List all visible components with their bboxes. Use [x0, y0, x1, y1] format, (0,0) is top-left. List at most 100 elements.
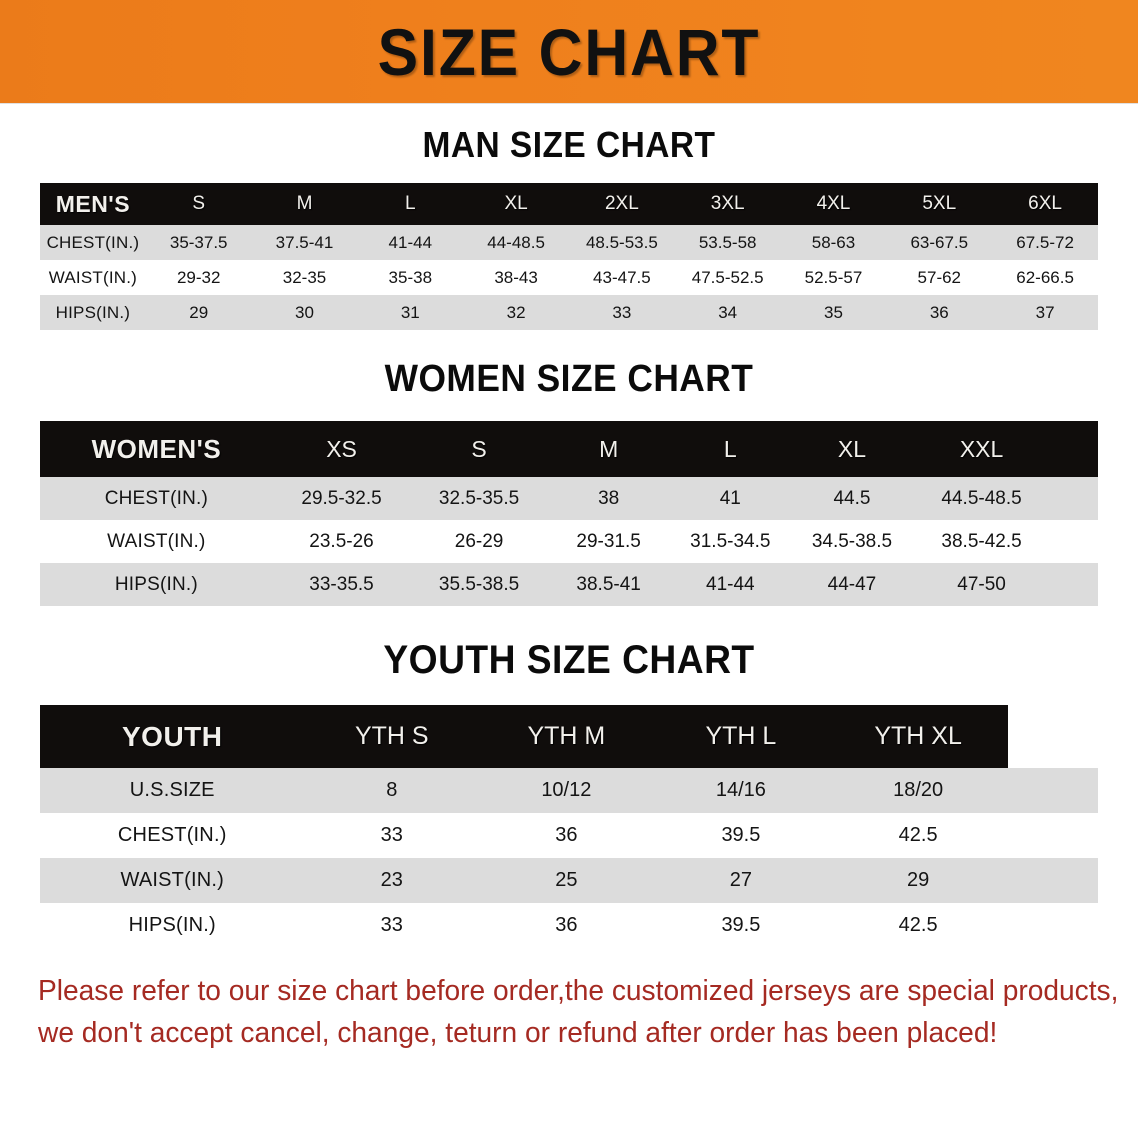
- youth-waist-xl: 29: [906, 869, 930, 891]
- man-chest-s: 35-37.5: [169, 232, 228, 252]
- women-size-header-s: S: [471, 435, 487, 462]
- youth-size-header-s: YTH S: [354, 722, 429, 750]
- youth-row-spacer: [1008, 903, 1098, 948]
- man-hips-2xl: 33: [612, 302, 632, 322]
- man-header-row: MEN'S S M L XL 2XL 3XL 4XL 5XL 6XL: [40, 183, 1098, 225]
- women-size-header-xs: XS: [326, 435, 357, 462]
- youth-size-header-m: YTH M: [527, 722, 606, 750]
- page-title: SIZE CHART: [377, 14, 761, 89]
- man-waist-xl: 38-43: [494, 267, 538, 287]
- youth-row-label-waist: WAIST(IN.): [120, 869, 224, 891]
- youth-row-spacer: [1008, 813, 1098, 858]
- man-chest-l: 41-44: [388, 232, 433, 252]
- women-row-label-hips: HIPS(IN.): [114, 573, 198, 595]
- women-waist-xxl: 38.5-42.5: [941, 530, 1022, 552]
- man-table-body: CHEST(IN.) 35-37.5 37.5-41 41-44 44-48.5…: [40, 225, 1098, 330]
- women-size-header-xl: XL: [837, 435, 867, 462]
- women-waist-m: 29-31.5: [576, 530, 641, 552]
- women-waist-s: 26-29: [454, 530, 504, 552]
- youth-size-header-xl: YTH XL: [874, 722, 962, 750]
- women-chest-xxl: 44.5-48.5: [941, 487, 1022, 509]
- man-chest-5xl: 63-67.5: [910, 232, 969, 252]
- man-hips-6xl: 37: [1035, 302, 1055, 322]
- women-table-body: CHEST(IN.) 29.5-32.5 32.5-35.5 38 41 44.…: [40, 477, 1098, 606]
- man-hips-4xl: 35: [824, 302, 843, 322]
- youth-waist-m: 25: [555, 869, 578, 891]
- youth-table-head: YOUTH YTH S YTH M YTH L YTH XL: [40, 705, 1098, 768]
- youth-row-label-hips: HIPS(IN.): [128, 914, 216, 936]
- women-hips-xl: 44-47: [827, 573, 877, 595]
- youth-ussize-xl: 18/20: [893, 779, 944, 801]
- women-header-spacer: [1050, 421, 1098, 477]
- women-chest-l: 41: [719, 487, 741, 509]
- women-size-header-l: L: [723, 435, 737, 462]
- youth-waist-l: 27: [729, 869, 753, 891]
- women-chest-xs: 29.5-32.5: [301, 487, 382, 509]
- table-row: HIPS(IN.) 33-35.5 35.5-38.5 38.5-41 41-4…: [40, 563, 1098, 606]
- man-size-header-s: S: [192, 193, 206, 214]
- man-size-header-l: L: [405, 193, 416, 214]
- man-waist-2xl: 43-47.5: [593, 267, 651, 287]
- women-hips-xxl: 47-50: [957, 573, 1006, 595]
- table-row: CHEST(IN.) 35-37.5 37.5-41 41-44 44-48.5…: [40, 225, 1098, 260]
- man-waist-5xl: 57-62: [917, 267, 962, 287]
- man-size-header-xl: XL: [504, 193, 528, 214]
- youth-chest-xl: 42.5: [898, 824, 938, 846]
- youth-table-wrapper: YOUTH YTH S YTH M YTH L YTH XL U.S.SIZE …: [40, 705, 1098, 948]
- youth-header-spacer: [1008, 705, 1098, 768]
- youth-chest-l: 39.5: [721, 824, 761, 846]
- youth-corner-label: YOUTH: [122, 720, 223, 752]
- man-chest-3xl: 53.5-58: [698, 232, 757, 252]
- women-header-row: WOMEN'S XS S M L XL XXL: [40, 421, 1098, 477]
- man-chest-m: 37.5-41: [275, 232, 334, 252]
- women-hips-s: 35.5-38.5: [438, 573, 520, 595]
- youth-hips-s: 33: [380, 914, 403, 936]
- women-chest-m: 38: [598, 487, 620, 509]
- women-chest-xl: 44.5: [833, 487, 871, 509]
- youth-header-row: YOUTH YTH S YTH M YTH L YTH XL: [40, 705, 1098, 768]
- man-waist-s: 29-32: [176, 267, 221, 287]
- youth-waist-s: 23: [380, 869, 403, 891]
- women-row-label-chest: CHEST(IN.): [104, 487, 209, 509]
- man-chest-xl: 44-48.5: [487, 232, 545, 252]
- table-row: CHEST(IN.) 29.5-32.5 32.5-35.5 38 41 44.…: [40, 477, 1098, 520]
- youth-table-body: U.S.SIZE 8 10/12 14/16 18/20 CHEST(IN.) …: [40, 768, 1098, 948]
- youth-row-label-ussize: U.S.SIZE: [129, 779, 215, 801]
- man-waist-l: 35-38: [388, 267, 433, 287]
- man-hips-3xl: 34: [718, 302, 738, 322]
- youth-ussize-l: 14/16: [715, 779, 766, 801]
- man-waist-6xl: 62-66.5: [1016, 267, 1074, 287]
- man-hips-m: 30: [295, 302, 314, 322]
- youth-chest-m: 36: [555, 824, 578, 846]
- man-waist-4xl: 52.5-57: [804, 267, 863, 287]
- youth-hips-xl: 42.5: [898, 914, 938, 936]
- disclaimer-text: Please refer to our size chart before or…: [38, 970, 1118, 1054]
- man-waist-m: 32-35: [282, 267, 327, 287]
- table-row: WAIST(IN.) 23 25 27 29: [40, 858, 1098, 903]
- youth-size-table: YOUTH YTH S YTH M YTH L YTH XL U.S.SIZE …: [40, 705, 1098, 948]
- man-table-wrapper: MEN'S S M L XL 2XL 3XL 4XL 5XL 6XL CHEST…: [40, 183, 1098, 330]
- man-hips-l: 31: [400, 302, 420, 322]
- youth-hips-l: 39.5: [721, 914, 761, 936]
- women-row-spacer: [1050, 477, 1098, 520]
- man-hips-5xl: 36: [929, 302, 949, 322]
- women-waist-xs: 23.5-26: [309, 530, 374, 552]
- youth-ussize-s: 8: [386, 779, 398, 801]
- women-hips-l: 41-44: [706, 573, 755, 595]
- table-row: CHEST(IN.) 33 36 39.5 42.5: [40, 813, 1098, 858]
- youth-hips-m: 36: [555, 914, 578, 936]
- table-row: WAIST(IN.) 29-32 32-35 35-38 38-43 43-47…: [40, 260, 1098, 295]
- man-corner-label: MEN'S: [55, 190, 131, 217]
- man-table-head: MEN'S S M L XL 2XL 3XL 4XL 5XL 6XL: [40, 183, 1098, 225]
- women-table-head: WOMEN'S XS S M L XL XXL: [40, 421, 1098, 477]
- youth-section-title: YOUTH SIZE CHART: [383, 638, 755, 682]
- youth-size-header-l: YTH L: [705, 722, 777, 750]
- women-corner-label: WOMEN'S: [91, 433, 222, 464]
- man-size-header-3xl: 3XL: [710, 193, 745, 214]
- youth-row-spacer: [1008, 858, 1098, 903]
- man-waist-3xl: 47.5-52.5: [691, 267, 764, 287]
- man-size-header-2xl: 2XL: [604, 193, 639, 214]
- women-waist-xl: 34.5-38.5: [811, 530, 893, 552]
- man-row-label-hips: HIPS(IN.): [55, 302, 131, 322]
- man-size-header-5xl: 5XL: [922, 193, 957, 214]
